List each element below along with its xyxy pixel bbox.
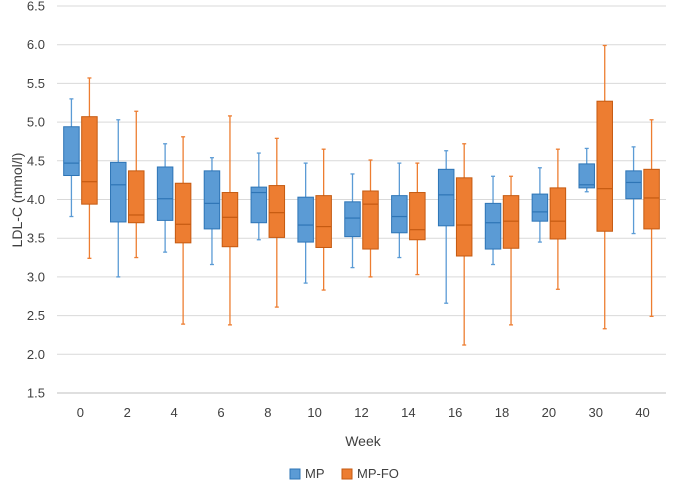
box-iqr [643, 168, 660, 230]
box-mp [578, 147, 595, 193]
box-mp-fo [268, 137, 286, 308]
gridlines [57, 5, 666, 394]
box-mp-fo [221, 115, 239, 326]
box-iqr [297, 196, 314, 243]
legend-label-mp: MP [305, 466, 325, 481]
box-iqr [502, 195, 520, 249]
box-mp-fo [643, 119, 660, 318]
y-tick-label: 5.5 [27, 76, 45, 91]
x-tick-label: 12 [354, 405, 368, 420]
x-tick-label: 10 [307, 405, 321, 420]
y-tick-label: 5.0 [27, 115, 45, 130]
box-mp-fo [174, 136, 192, 325]
box-iqr [344, 201, 361, 238]
box-iqr [549, 187, 567, 240]
box-mp [250, 152, 268, 241]
box-mp-fo [409, 162, 426, 276]
legend-swatch-mp [289, 468, 301, 480]
x-tick-label: 18 [495, 405, 509, 420]
box-iqr [578, 163, 595, 189]
box-mp [203, 157, 221, 266]
x-tick-label: 30 [588, 405, 602, 420]
box-iqr [81, 116, 98, 205]
box-iqr [156, 166, 174, 221]
box-iqr [250, 186, 268, 224]
y-tick-label: 3.5 [27, 231, 45, 246]
x-tick-label: 40 [635, 405, 649, 420]
box-mp [625, 146, 642, 235]
box-mp-fo [455, 143, 473, 346]
box-mp [531, 167, 549, 243]
y-axis-ticks: 1.5 2.0 2.5 3.0 3.5 4.0 4.5 5.0 5.5 6.0 6.5 [27, 0, 45, 401]
box-iqr [315, 195, 332, 248]
box-iqr [128, 170, 145, 224]
x-tick-label: 8 [264, 405, 271, 420]
legend: MP MP-FO [289, 466, 399, 481]
box-mp-fo [549, 148, 567, 290]
x-tick-label: 4 [170, 405, 177, 420]
box-mp [110, 119, 127, 278]
box-mp [391, 162, 408, 259]
box-series [63, 44, 660, 346]
box-iqr [409, 192, 426, 241]
box-iqr [596, 100, 613, 232]
box-iqr [437, 168, 455, 227]
y-tick-label: 1.5 [27, 386, 45, 401]
box-iqr [455, 177, 473, 257]
x-axis: 0 2 4 6 8 10 12 14 16 18 20 30 40 [57, 392, 666, 420]
box-iqr [531, 193, 549, 222]
box-iqr [63, 126, 80, 177]
box-mp [344, 173, 361, 269]
y-axis-title: LDL-C (mmol/l) [9, 153, 25, 248]
box-mp [156, 143, 174, 253]
box-iqr [362, 190, 379, 250]
box-mp [63, 98, 80, 218]
y-tick-label: 2.0 [27, 347, 45, 362]
box-mp [484, 175, 502, 266]
x-tick-label: 2 [124, 405, 131, 420]
legend-swatch-mp-fo [341, 468, 353, 480]
y-tick-label: 6.5 [27, 0, 45, 14]
box-mp-fo [596, 44, 613, 330]
x-axis-title: Week [345, 433, 382, 449]
x-tick-label: 14 [401, 405, 415, 420]
box-iqr [221, 192, 239, 248]
box-iqr [484, 202, 502, 250]
y-tick-label: 4.0 [27, 192, 45, 207]
y-tick-label: 3.0 [27, 269, 45, 284]
box-mp [297, 162, 314, 284]
box-mp-fo [315, 148, 332, 291]
box-mp-fo [502, 175, 520, 326]
box-mp [437, 150, 455, 304]
box-iqr [110, 161, 127, 223]
box-iqr [625, 170, 642, 200]
y-tick-label: 4.5 [27, 153, 45, 168]
box-iqr [174, 182, 192, 244]
box-iqr [203, 170, 221, 230]
x-tick-label: 20 [542, 405, 556, 420]
box-iqr [268, 185, 286, 238]
box-mp-fo [128, 110, 145, 259]
x-tick-label: 16 [448, 405, 462, 420]
x-tick-label: 6 [217, 405, 224, 420]
box-mp-fo [81, 77, 98, 259]
legend-label-mp-fo: MP-FO [357, 466, 399, 481]
x-tick-label: 0 [77, 405, 84, 420]
box-iqr [391, 195, 408, 234]
box-mp-fo [362, 159, 379, 278]
y-tick-label: 2.5 [27, 308, 45, 323]
y-tick-label: 6.0 [27, 37, 45, 52]
